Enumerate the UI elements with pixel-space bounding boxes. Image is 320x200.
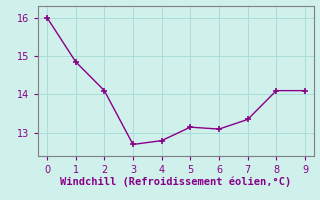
X-axis label: Windchill (Refroidissement éolien,°C): Windchill (Refroidissement éolien,°C) <box>60 176 292 187</box>
